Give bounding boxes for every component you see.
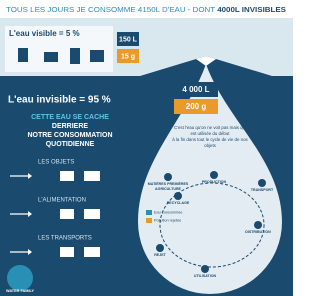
subtitle-line: CETTE EAU SE CACHE	[31, 114, 109, 121]
category-icon	[60, 209, 74, 219]
icon-toilet	[70, 48, 80, 64]
logo-text: WATER FAMILY	[6, 289, 35, 293]
step-icon	[156, 244, 164, 252]
step-label: AGRICULTURE	[155, 187, 181, 191]
subtitle-line: QUOTIDIENNE	[46, 141, 95, 148]
step-icon	[258, 179, 266, 187]
legend-water: Eau consommée	[154, 211, 183, 215]
description-line: à la fin dans tout le cycle de vie de no…	[172, 137, 248, 142]
category-icon	[60, 171, 74, 181]
category-label: LES TRANSPORTS	[38, 236, 92, 242]
description-line: est utilisée du début	[190, 131, 230, 136]
category-icon	[84, 247, 100, 257]
description-line: objets	[204, 143, 217, 148]
visible-water: 150 L	[119, 36, 138, 43]
step-label: UTILISATION	[194, 274, 217, 278]
invisible-co2: 200 g	[186, 102, 207, 111]
header-title-part: TOUS LES JOURS JE CONSOMME 4150L D'EAU -…	[6, 5, 217, 14]
step-label: RECYCLAGE	[167, 201, 190, 205]
category-label: L'ALIMENTATION	[38, 198, 86, 204]
icon-washer	[90, 50, 104, 62]
category-label: LES OBJETS	[38, 160, 74, 166]
legend-swatch-pollution	[146, 218, 152, 223]
subtitle-line: DERRIERE	[52, 123, 89, 130]
infographic: TOUS LES JOURS JE CONSOMME 4150L D'EAU -…	[0, 0, 293, 296]
header-title: TOUS LES JOURS JE CONSOMME 4150L D'EAU -…	[6, 5, 286, 14]
icon-tap	[18, 48, 28, 62]
category-icon	[60, 247, 74, 257]
invisible-water: 4 000 L	[182, 85, 209, 94]
header-title-highlight: 4000L INVISIBLES	[217, 5, 286, 14]
step-label: DISTRIBUTION	[245, 230, 271, 234]
category-icon	[84, 171, 100, 181]
visible-co2: 15 g	[121, 53, 135, 60]
description-line: C'est l'eau qu'on ne voit pas mais qui	[174, 125, 246, 130]
step-icon	[210, 171, 218, 179]
legend-pollution: Pollution rejetée	[154, 219, 181, 223]
invisible-title: L'eau invisible = 95 %	[8, 95, 111, 106]
visible-title: L'eau visible = 5 %	[9, 29, 80, 38]
step-icon	[201, 265, 209, 273]
step-icon	[174, 192, 182, 200]
step-label: REJET	[154, 253, 166, 257]
logo-circle	[7, 265, 33, 291]
icon-sink	[44, 52, 58, 62]
subtitle-line: NOTRE CONSOMMATION	[27, 132, 112, 139]
category-icon	[84, 209, 100, 219]
step-label: PRODUCTION	[202, 180, 227, 184]
step-label: MATIÈRES PREMIÈRES	[148, 181, 189, 186]
step-icon	[164, 173, 172, 181]
step-label: TRANSPORT	[251, 188, 274, 192]
step-icon	[254, 221, 262, 229]
legend-swatch-water	[146, 210, 152, 215]
